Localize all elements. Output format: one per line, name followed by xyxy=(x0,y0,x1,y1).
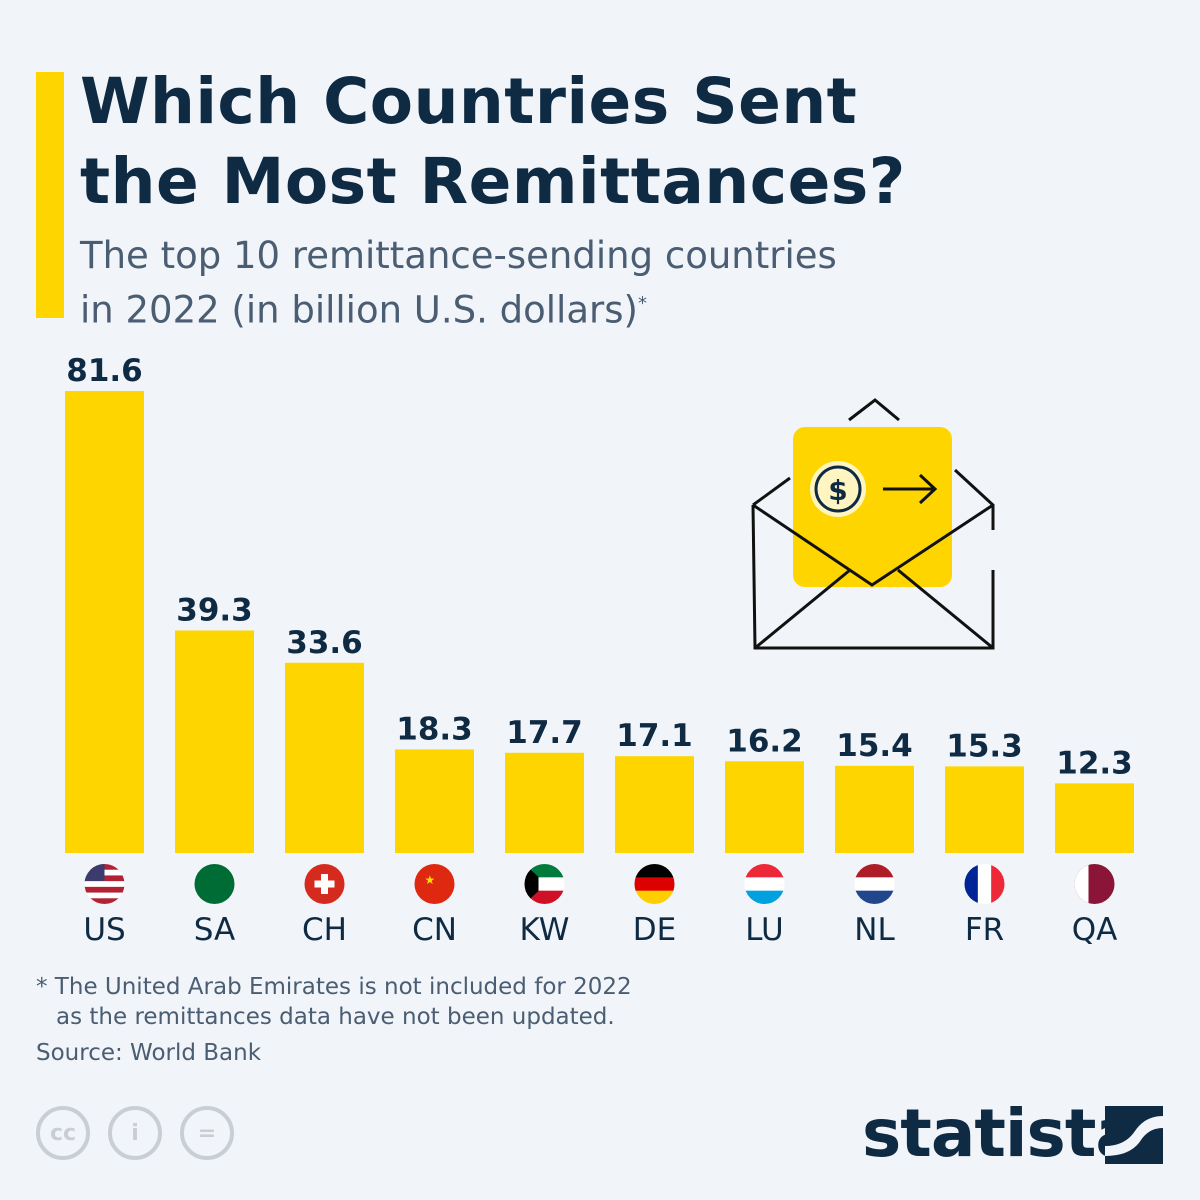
title-line-2: the Most Remittances? xyxy=(80,145,906,218)
bar-CN xyxy=(395,749,474,853)
data-label-CN: 18.3 xyxy=(396,711,473,747)
flag-QA-icon xyxy=(1074,864,1115,904)
footnote-mark: * xyxy=(637,293,647,314)
tick-label-LU: LU xyxy=(745,912,783,948)
flag-DE-icon xyxy=(634,864,675,904)
tick-label-QA: QA xyxy=(1072,912,1118,948)
statista-logo-mark-icon xyxy=(1105,1106,1163,1164)
footnote-line-2: as the remittances data have not been up… xyxy=(56,1004,615,1030)
tick-label-US: US xyxy=(83,912,125,948)
footnote-line-1: * The United Arab Emirates is not includ… xyxy=(36,974,632,1000)
flag-NL-icon xyxy=(854,864,895,904)
subtitle: The top 10 remittance-sending countries i… xyxy=(80,232,837,334)
attribution-icon[interactable]: i xyxy=(108,1106,162,1160)
flag-CH-icon xyxy=(304,864,345,904)
statista-logo[interactable]: statista xyxy=(862,1095,1140,1172)
data-label-QA: 12.3 xyxy=(1056,745,1133,781)
page-title: Which Countries Sent the Most Remittances… xyxy=(80,62,906,222)
data-label-NL: 15.4 xyxy=(836,728,913,764)
data-label-CH: 33.6 xyxy=(286,625,363,661)
creative-commons-icon[interactable]: cc xyxy=(36,1106,90,1160)
bar-QA xyxy=(1055,783,1134,853)
data-label-FR: 15.3 xyxy=(946,728,1023,764)
tick-label-NL: NL xyxy=(854,912,895,948)
svg-text:$: $ xyxy=(828,474,847,507)
bar-KW xyxy=(505,752,584,853)
no-derivatives-icon[interactable]: = xyxy=(180,1106,234,1160)
bar-SA xyxy=(175,630,254,853)
tick-label-FR: FR xyxy=(965,912,1004,948)
bar-US xyxy=(65,391,144,853)
source: Source: World Bank xyxy=(36,1040,262,1066)
data-label-SA: 39.3 xyxy=(176,592,253,628)
flag-US-icon xyxy=(84,864,125,904)
bar-LU xyxy=(725,761,804,853)
tick-label-CN: CN xyxy=(412,912,457,948)
tick-label-SA: SA xyxy=(194,912,235,948)
bar-NL xyxy=(835,765,914,853)
subtitle-line-2: in 2022 (in billion U.S. dollars) xyxy=(80,288,638,332)
flag-KW-icon xyxy=(524,864,565,904)
accent-bar xyxy=(36,72,64,318)
data-label-DE: 17.1 xyxy=(616,718,693,754)
data-label-LU: 16.2 xyxy=(726,723,803,759)
bar-DE xyxy=(615,756,694,853)
tick-label-KW: KW xyxy=(520,912,570,948)
data-label-KW: 17.7 xyxy=(506,715,583,751)
flag-CN-icon: ★ xyxy=(414,864,455,904)
flag-FR-icon xyxy=(964,864,1005,904)
bar-FR xyxy=(945,766,1024,853)
tick-label-CH: CH xyxy=(302,912,347,948)
footnote: * The United Arab Emirates is not includ… xyxy=(36,972,632,1032)
bar-CH xyxy=(285,662,364,853)
flag-SA-icon xyxy=(194,864,235,904)
subtitle-line-1: The top 10 remittance-sending countries xyxy=(80,234,837,277)
envelope-money-icon: $ xyxy=(751,398,995,650)
data-label-US: 81.6 xyxy=(66,353,143,389)
flag-LU-icon xyxy=(744,864,785,904)
tick-label-DE: DE xyxy=(633,912,676,948)
title-line-1: Which Countries Sent xyxy=(80,65,858,138)
svg-text:★: ★ xyxy=(425,873,436,887)
